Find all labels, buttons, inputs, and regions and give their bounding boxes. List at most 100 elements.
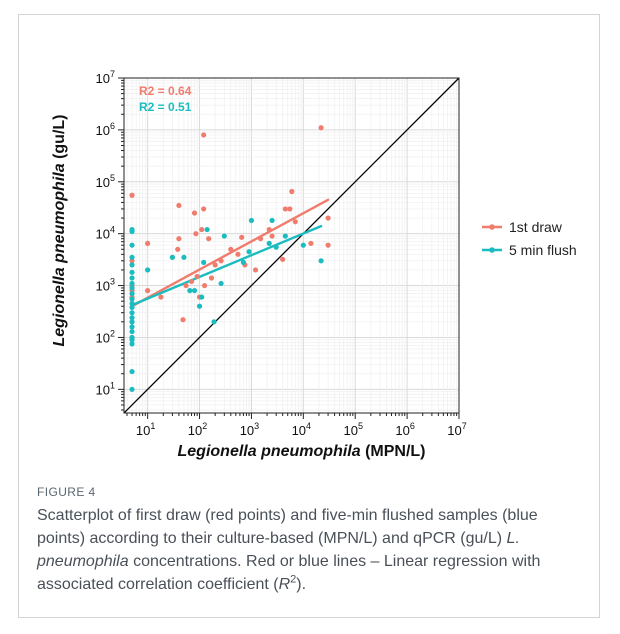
point-five-min-flush [221,233,227,239]
point-first-draw [212,262,218,268]
caption-r-symbol: R [278,576,291,593]
point-first-draw [208,275,215,281]
point-first-draw [325,242,331,248]
r2-first-draw: R2 = 0.64 [139,84,192,98]
caption-species: L. pneumophila [37,530,520,570]
point-five-min-flush [318,258,324,264]
legend-first-draw: 1st draw [509,219,563,235]
fit-line-five-min-flush [130,224,323,307]
point-first-draw [199,226,205,233]
point-five-min-flush [199,294,205,300]
point-five-min-flush [129,304,135,310]
point-five-min-flush [129,337,135,343]
point-five-min-flush [129,262,135,268]
point-first-draw [239,234,245,240]
point-first-draw [201,206,207,212]
caption-text-1: Scatterplot of first draw (red points) a… [37,507,538,547]
x-tick-label: 103 [240,421,259,438]
point-five-min-flush [129,300,135,307]
point-five-min-flush [129,269,135,275]
r2-five-min-flush: R2 = 0.51 [139,100,192,114]
point-five-min-flush [129,341,135,347]
point-first-draw [180,317,186,323]
r2-annotations: R2 = 0.64 R2 = 0.51 [139,84,192,114]
point-first-draw [235,251,241,257]
y-tick-label: 103 [96,277,115,294]
point-first-draw [145,287,151,294]
point-five-min-flush [129,290,135,297]
legend-marker [489,247,495,253]
figure-card: 101 102 103 104 105 106 107 101 102 103 104 105 106 1… [18,14,600,618]
point-five-min-flush [129,324,135,330]
y-tick-label: 105 [96,173,115,190]
point-five-min-flush [248,217,255,224]
point-five-min-flush [129,280,135,287]
point-first-draw [280,256,286,262]
axis-ticks: 101 102 103 104 105 106 107 101 102 103 104 105 106 1… [96,69,467,438]
point-five-min-flush [204,226,210,233]
point-first-draw [183,282,189,289]
point-first-draw [282,206,288,212]
point-first-draw [269,233,275,239]
point-first-draw [191,210,198,216]
point-first-draw [193,231,199,237]
caption-superscript: 2 [290,573,297,586]
point-five-min-flush [129,296,135,302]
point-first-draw [266,226,272,233]
caption-text-2: concentrations. Red or blue lines – Line… [37,553,541,593]
point-five-min-flush [266,240,272,246]
point-five-min-flush [129,254,135,260]
point-five-min-flush [240,259,247,265]
y-tick-label: 102 [96,328,115,345]
x-tick-label: 104 [292,421,311,438]
fit-line-first-draw [130,198,330,308]
lines [123,77,460,414]
point-first-draw [194,273,200,280]
point-five-min-flush [273,244,279,250]
point-five-min-flush [201,259,207,265]
point-first-draw [308,240,314,246]
y-tick-label: 107 [96,69,115,86]
point-five-min-flush [129,285,135,291]
legend: 1st draw 5 min flush [482,219,577,258]
scatter-chart: 101 102 103 104 105 106 107 101 102 103 104 105 106 1… [51,69,577,460]
point-first-draw [292,219,298,225]
point-five-min-flush [196,303,203,309]
legend-five-min-flush: 5 min flush [509,242,577,258]
data-points [129,125,331,392]
point-first-draw [228,246,234,252]
point-first-draw [318,125,324,131]
point-first-draw [206,236,212,242]
figure-label: FIGURE 4 [37,485,96,499]
point-five-min-flush [129,319,135,325]
point-first-draw [325,215,331,221]
y-tick-label: 104 [96,225,115,242]
figure-caption: Scatterplot of first draw (red points) a… [37,504,587,596]
point-first-draw [129,192,135,198]
point-five-min-flush [129,228,135,235]
y-axis-title: Legionella pneumophila (gu/L) [51,115,68,347]
point-five-min-flush [191,287,198,294]
figure-caption-block: FIGURE 4 Scatterplot of first draw (red … [37,485,587,596]
y-tick-label: 106 [96,121,115,138]
point-five-min-flush [129,242,135,248]
point-five-min-flush [300,242,306,248]
point-first-draw [176,202,182,209]
point-five-min-flush [211,319,217,325]
point-five-min-flush [282,233,288,239]
x-tick-label: 107 [447,421,466,438]
point-first-draw [176,236,182,242]
point-first-draw [158,294,164,300]
point-first-draw [289,188,295,195]
point-first-draw [201,132,207,138]
point-first-draw [175,246,181,252]
identity-line [123,77,460,414]
x-tick-label: 102 [188,421,207,438]
caption-closing: ). [296,576,307,593]
point-five-min-flush [129,368,135,375]
point-first-draw [257,236,264,242]
point-five-min-flush [246,249,252,255]
point-five-min-flush [181,254,187,260]
point-first-draw [287,206,293,212]
point-five-min-flush [187,287,193,294]
